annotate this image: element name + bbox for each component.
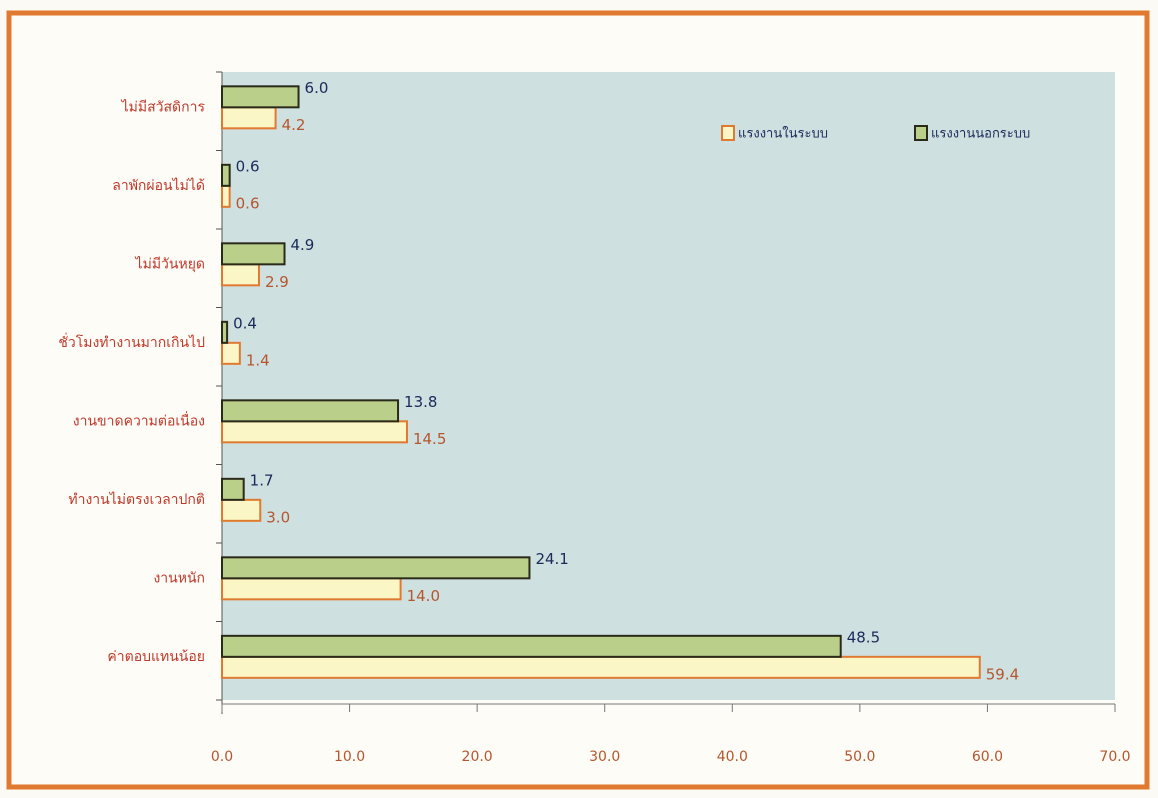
bar (221, 85, 300, 109)
bar (221, 263, 260, 287)
bar (221, 242, 286, 266)
y-tick-label: ไม่มีวันหยุด (135, 255, 205, 272)
x-tick-label: 50.0 (844, 749, 875, 765)
y-tick-label: ชั่วโมงทำงานมากเกินไป (58, 333, 205, 351)
value-label: 14.5 (413, 430, 446, 448)
bar (221, 399, 400, 423)
legend-swatch (721, 125, 735, 141)
y-tick-label: ไม่มีสวัสดิการ (121, 98, 206, 115)
value-label: 1.4 (246, 351, 270, 369)
bar (221, 320, 229, 344)
bar (221, 341, 241, 365)
value-label: 48.5 (847, 628, 880, 646)
y-tick-label: งานขาดความต่อเนื่อง (73, 411, 205, 429)
value-label: 2.9 (265, 273, 289, 291)
bar (221, 106, 277, 130)
value-label: 14.0 (407, 587, 440, 605)
x-tick-label: 70.0 (1099, 749, 1130, 765)
x-tick-label: 60.0 (972, 749, 1003, 765)
bar (221, 634, 842, 658)
plot-area (222, 72, 1115, 700)
y-tick-label: ค่าตอบแทนน้อย (107, 649, 205, 665)
x-tick-label: 40.0 (717, 749, 748, 765)
legend-label: แรงงานนอกระบบ (931, 127, 1030, 142)
y-tick-label: ทำงานไม่ตรงเวลาปกติ (68, 491, 205, 508)
bar (221, 498, 262, 522)
y-tick-label: งานหนัก (153, 570, 205, 586)
bar (221, 184, 231, 208)
x-tick-label: 30.0 (589, 749, 620, 765)
value-label: 6.0 (305, 79, 329, 97)
value-label: 3.0 (266, 508, 290, 526)
value-label: 0.6 (236, 194, 260, 212)
value-label: 24.1 (535, 550, 568, 568)
value-label: 59.4 (986, 665, 1019, 683)
bar (221, 163, 231, 187)
value-label: 0.4 (233, 314, 257, 332)
value-label: 0.6 (236, 157, 260, 175)
legend-label: แรงงานในระบบ (738, 126, 828, 142)
x-tick-label: 10.0 (334, 749, 365, 765)
value-label: 4.9 (291, 236, 315, 254)
value-label: 1.7 (250, 471, 274, 489)
legend-swatch (914, 125, 928, 141)
bar (221, 477, 245, 501)
y-tick-label: ลาพักผ่อนไม่ได้ (112, 177, 205, 194)
x-tick-label: 20.0 (462, 749, 493, 765)
value-label: 4.2 (282, 116, 306, 134)
bar (221, 556, 531, 580)
bar (221, 577, 402, 601)
bar (221, 655, 981, 679)
bar (221, 420, 408, 444)
x-tick-label: 0.0 (211, 749, 233, 765)
value-label: 13.8 (404, 393, 437, 411)
